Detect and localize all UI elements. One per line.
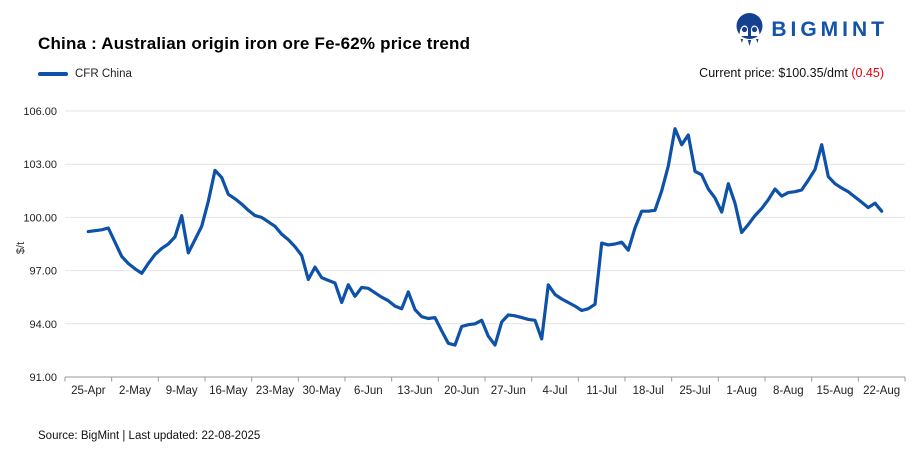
x-axis-tick-label: 15-Aug <box>816 385 853 397</box>
current-price: Current price: $100.35/dmt (0.45) <box>699 66 884 80</box>
x-axis-tick-label: 13-Jun <box>397 385 432 397</box>
x-axis-tick-label: 20-Jun <box>444 385 479 397</box>
page-title: China : Australian origin iron ore Fe-62… <box>38 34 471 53</box>
y-axis-tick-label: 97.00 <box>29 266 57 278</box>
legend-series-label: CFR China <box>75 68 132 80</box>
x-axis-tick-label: 18-Jul <box>633 385 664 397</box>
current-price-value: $100.35/dmt <box>778 66 852 80</box>
x-axis-tick-label: 1-Aug <box>726 385 757 397</box>
y-axis-tick-label: 100.00 <box>23 212 57 224</box>
current-price-change: (0.45) <box>851 66 884 80</box>
y-axis-tick-label: 103.00 <box>23 159 57 171</box>
x-axis-tick-label: 27-Jun <box>491 385 526 397</box>
x-axis-tick-label: 23-May <box>256 385 295 397</box>
x-axis-tick-label: 22-Aug <box>863 385 900 397</box>
x-axis-tick-label: 11-Jul <box>586 385 616 397</box>
source-note: Source: BigMint | Last updated: 22-08-20… <box>38 430 261 442</box>
x-axis-tick-label: 30-May <box>302 385 341 397</box>
y-axis-tick-label: 94.00 <box>29 319 57 331</box>
y-axis-tick-label: 106.00 <box>23 106 57 118</box>
series-line-cfr-china <box>86 127 884 347</box>
x-axis-tick-label: 6-Jun <box>354 385 383 397</box>
x-axis-tick-label: 9-May <box>166 385 198 397</box>
current-price-label: Current price: <box>699 66 779 80</box>
legend: CFR China <box>38 68 132 80</box>
y-axis-tick-label: 91.00 <box>29 372 57 384</box>
x-axis-tick-label: 2-May <box>119 385 151 397</box>
x-axis-tick-label: 16-May <box>209 385 248 397</box>
x-axis-tick-label: 25-Jul <box>679 385 710 397</box>
legend-line-swatch <box>38 72 68 76</box>
brand-logo: BIGMINT <box>734 12 888 48</box>
brand-name: BIGMINT <box>771 18 888 41</box>
x-axis-tick-label: 4-Jul <box>543 385 568 397</box>
y-axis-title: $/t <box>15 242 27 254</box>
x-axis-tick-label: 25-Apr <box>71 385 106 397</box>
bigmint-logo-icon <box>734 12 765 48</box>
x-axis-tick-label: 8-Aug <box>773 385 804 397</box>
